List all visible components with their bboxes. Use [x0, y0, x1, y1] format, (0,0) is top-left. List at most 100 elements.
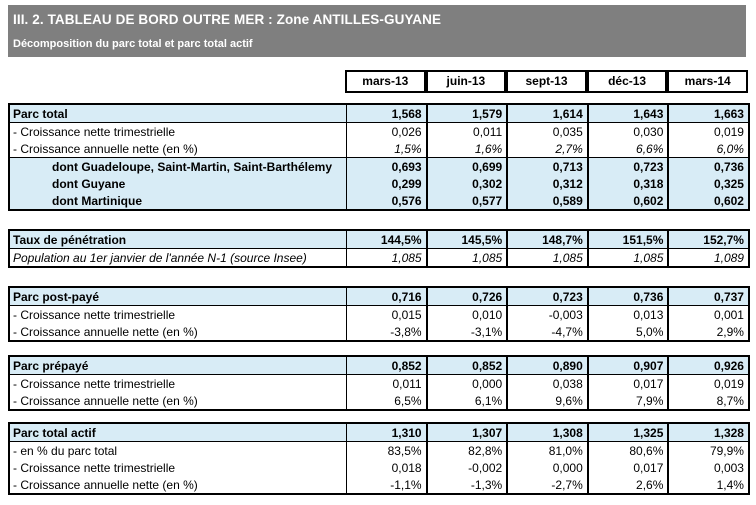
cell-value: 0,602	[586, 192, 669, 210]
cell-value: 0,726	[425, 287, 508, 306]
cell-value: 0,577	[425, 192, 508, 210]
table-row: - en % du parc total 83,5% 82,8% 81,0% 80,6%…	[9, 441, 749, 459]
cell-value: 1,307	[425, 423, 508, 442]
row-label: - Croissance nette trimestrielle	[13, 376, 176, 391]
cell-value: 0,907	[586, 356, 669, 375]
cell-value: 0,312	[506, 175, 588, 192]
cell-value: 0,589	[506, 192, 588, 210]
table-row: dont Guyane 0,299 0,302 0,312 0,318 0,325	[9, 175, 749, 192]
row-label: dont Guadeloupe, Saint-Martin, Saint-Bar…	[9, 157, 346, 175]
cell-value: 0,017	[586, 374, 669, 392]
cell-value: 148,7%	[506, 230, 588, 249]
cell-value: 0,030	[586, 122, 669, 140]
table-row: Population au 1er janvier de l'année N-1…	[9, 248, 749, 267]
cell-value: 79,9%	[667, 441, 749, 459]
cell-value: 7,9%	[586, 392, 669, 410]
cell-value: 80,6%	[586, 441, 669, 459]
cell-value: 0,723	[506, 287, 588, 306]
table-row: - Croissance annuelle nette (en %) -3,8% -…	[9, 323, 749, 341]
cell-value: 1,089	[667, 248, 749, 267]
cell-value: 2,7%	[506, 140, 588, 158]
cell-value: 144,5%	[345, 230, 427, 249]
cell-value: 0,602	[667, 192, 749, 210]
cell-value: 1,6%	[425, 140, 508, 158]
cell-value: 1,663	[667, 104, 749, 123]
data-block-parc-total-actif: Parc total actif 1,310 1,307 1,308 1,325 1,32…	[8, 422, 750, 495]
cell-value: 0,737	[667, 287, 749, 306]
row-label: - Croissance annuelle nette (en %)	[13, 393, 198, 408]
column-header-mars-13: mars-13	[345, 70, 426, 93]
cell-value: 0,018	[345, 459, 427, 476]
cell-value: 0,017	[586, 459, 669, 476]
table-row: - Croissance annuelle nette (en %) 1,5% 1,…	[9, 140, 749, 158]
table-row: Taux de pénétration 144,5% 145,5% 148,7% 151…	[9, 230, 749, 249]
cell-value: 151,5%	[586, 230, 669, 249]
cell-value: 5,0%	[586, 323, 669, 341]
cell-value: 0,723	[586, 157, 669, 175]
cell-value: 0,890	[506, 356, 588, 375]
row-label: Parc total	[9, 104, 346, 123]
row-label: dont Guyane	[9, 175, 346, 192]
cell-value: 81,0%	[506, 441, 588, 459]
cell-value: 1,310	[345, 423, 427, 442]
cell-value: -3,1%	[425, 323, 508, 341]
cell-value: 1,579	[425, 104, 508, 123]
cell-value: 0,299	[345, 175, 427, 192]
cell-value: 6,1%	[425, 392, 508, 410]
cell-value: 2,9%	[667, 323, 749, 341]
cell-value: 1,4%	[667, 476, 749, 494]
section-subtitle: Décomposition du parc total et parc tota…	[13, 38, 253, 50]
row-label: - Croissance nette trimestrielle	[13, 307, 176, 322]
cell-value: 6,5%	[345, 392, 427, 410]
cell-value: 1,614	[506, 104, 588, 123]
cell-value: 1,568	[345, 104, 427, 123]
column-header-juin-13: juin-13	[425, 70, 507, 93]
row-label: - Croissance nette trimestrielle	[13, 460, 176, 475]
column-header-row: mars-13 juin-13 sept-13 déc-13 mars-14	[345, 70, 756, 93]
table-row: - Croissance nette trimestrielle 0,026 0,0…	[9, 122, 749, 140]
report-page: III. 2. TABLEAU DE BORD OUTRE MER : Zone…	[0, 5, 756, 505]
table-row: Parc prépayé 0,852 0,852 0,890 0,907 0,926	[9, 356, 749, 375]
cell-value: -1,1%	[345, 476, 427, 494]
data-block-parc-total: Parc total 1,568 1,579 1,614 1,643 1,663- Cro…	[8, 103, 750, 211]
cell-value: 0,302	[425, 175, 508, 192]
section-title: III. 2. TABLEAU DE BORD OUTRE MER : Zone…	[13, 12, 442, 27]
row-label: Taux de pénétration	[9, 230, 346, 249]
cell-value: 8,7%	[667, 392, 749, 410]
cell-value: 6,0%	[667, 140, 749, 158]
cell-value: -2,7%	[506, 476, 588, 494]
cell-value: 1,308	[506, 423, 588, 442]
cell-value: 1,643	[586, 104, 669, 123]
cell-value: 152,7%	[667, 230, 749, 249]
cell-value: 0,576	[345, 192, 427, 210]
cell-value: 0,318	[586, 175, 669, 192]
cell-value: 0,011	[425, 122, 508, 140]
cell-value: 1,085	[506, 248, 588, 267]
cell-value: -0,003	[506, 305, 588, 323]
cell-value: 1,325	[586, 423, 669, 442]
table-row: Parc total 1,568 1,579 1,614 1,643 1,663	[9, 104, 749, 123]
row-label: - Croissance annuelle nette (en %)	[13, 324, 198, 339]
cell-value: 0,852	[425, 356, 508, 375]
cell-value: 82,8%	[425, 441, 508, 459]
table-row: - Croissance nette trimestrielle 0,015 0,0…	[9, 305, 749, 323]
cell-value: -1,3%	[425, 476, 508, 494]
row-label: dont Martinique	[9, 192, 346, 210]
cell-value: 83,5%	[345, 441, 427, 459]
cell-value: 0,852	[345, 356, 427, 375]
cell-value: 0,736	[586, 287, 669, 306]
cell-value: 2,6%	[586, 476, 669, 494]
column-header-mars-14: mars-14	[667, 70, 748, 93]
cell-value: 0,699	[425, 157, 508, 175]
cell-value: 0,001	[667, 305, 749, 323]
cell-value: 1,085	[345, 248, 427, 267]
cell-value: -3,8%	[345, 323, 427, 341]
table-row: - Croissance nette trimestrielle 0,011 0,0…	[9, 374, 749, 392]
table-row: Parc post-payé 0,716 0,726 0,723 0,736 0,737	[9, 287, 749, 306]
row-label: Parc prépayé	[9, 356, 346, 375]
cell-value: 0,736	[667, 157, 749, 175]
table-row: - Croissance nette trimestrielle 0,018 -0,…	[9, 459, 749, 476]
cell-value: 145,5%	[425, 230, 508, 249]
table-row: dont Guadeloupe, Saint-Martin, Saint-Bar…	[9, 157, 749, 175]
cell-value: 0,011	[345, 374, 427, 392]
